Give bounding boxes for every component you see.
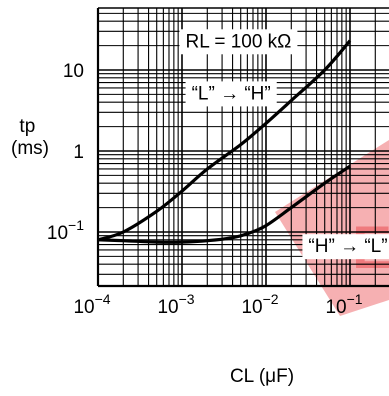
y-axis-label-line-2: (ms) xyxy=(11,138,49,159)
x-tick-label-3: 10−1 xyxy=(325,291,362,318)
y-tick-label-2: 10−1 xyxy=(47,217,84,244)
annotations: RL = 100 kΩ “L” → “H” “H” → “L” xyxy=(179,29,389,260)
y-axis-label-line-1: tp xyxy=(19,116,35,137)
y-axis-label: tp (ms) xyxy=(11,116,49,159)
x-tick-label-2: 10−2 xyxy=(241,291,278,318)
annotation-0: RL = 100 kΩ xyxy=(185,31,291,52)
annotation-box-2 xyxy=(302,234,389,260)
x-axis-label: CL (μF) xyxy=(230,366,294,387)
watermark: E xyxy=(275,140,389,316)
series-line-l-to-h xyxy=(97,39,352,242)
watermark-shape xyxy=(275,140,389,316)
x-tick-label-1: 10−3 xyxy=(157,291,194,318)
y-tick-label-1: 1 xyxy=(73,142,84,163)
annotation-box-0 xyxy=(179,29,298,55)
annotation-box-1 xyxy=(185,81,277,107)
series-line-h-to-l xyxy=(97,164,351,244)
annotation-1: “L” → “H” xyxy=(192,83,271,104)
tick-labels: 10−4 10−3 10−2 10−1 10 1 10−1 xyxy=(47,61,363,318)
axis-labels: CL (μF) tp (ms) xyxy=(11,116,294,387)
annotation-2: “H” → “L” xyxy=(308,236,387,257)
x-tick-label-0: 10−4 xyxy=(73,291,110,318)
y-tick-label-0: 10 xyxy=(63,61,84,82)
series-group xyxy=(97,39,352,244)
